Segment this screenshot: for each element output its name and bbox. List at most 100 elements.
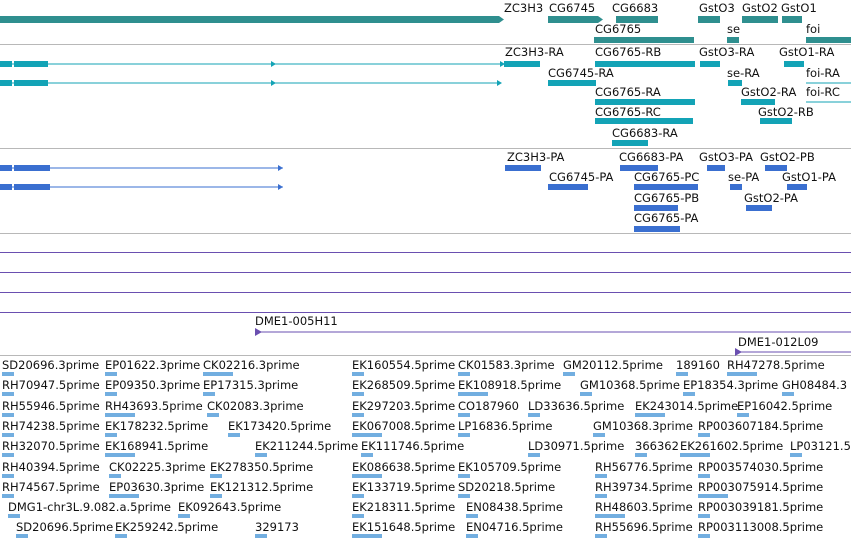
- transcript-label[interactable]: ZC3H3-RA: [505, 45, 564, 59]
- gene-label[interactable]: GstO1: [781, 1, 817, 15]
- est-feature[interactable]: [683, 392, 695, 396]
- est-feature[interactable]: [352, 474, 382, 478]
- translation-label[interactable]: GstO2-PA: [744, 191, 798, 205]
- est-label[interactable]: CK02083.3prime: [207, 399, 304, 413]
- est-label[interactable]: RH56776.5prime: [595, 460, 693, 474]
- translation-label[interactable]: GstO3-PA: [699, 150, 753, 164]
- est-feature[interactable]: [210, 494, 222, 498]
- est-label[interactable]: GM20112.5prime: [563, 358, 663, 372]
- est-label[interactable]: RH55696.5prime: [595, 520, 693, 534]
- est-label[interactable]: EP16042.5prime: [737, 399, 832, 413]
- gene-bar-se[interactable]: [727, 37, 739, 43]
- est-label[interactable]: RP003075914.5prime: [698, 480, 823, 494]
- est-feature[interactable]: [210, 474, 222, 478]
- est-label[interactable]: SD20696.3prime: [2, 358, 99, 372]
- est-label[interactable]: EP18354.3prime: [683, 378, 778, 392]
- est-label[interactable]: EP03630.3prime: [109, 480, 204, 494]
- est-label[interactable]: EK168941.5prime: [105, 439, 208, 453]
- est-feature[interactable]: [105, 433, 117, 437]
- est-label[interactable]: EK218311.5prime: [352, 500, 455, 514]
- est-label[interactable]: RH40394.5prime: [2, 460, 100, 474]
- est-feature[interactable]: [595, 474, 607, 478]
- transcript-label[interactable]: se-RA: [727, 66, 760, 80]
- est-feature[interactable]: [528, 413, 540, 417]
- est-label[interactable]: CK02225.3prime: [109, 460, 206, 474]
- est-label[interactable]: RH74567.5prime: [2, 480, 100, 494]
- est-feature[interactable]: [352, 392, 364, 396]
- transcript-label[interactable]: CG6683-RA: [612, 126, 678, 140]
- est-feature[interactable]: [16, 534, 28, 538]
- est-label[interactable]: EK067008.5prime: [352, 419, 455, 433]
- est-label[interactable]: EK173420.5prime: [228, 419, 331, 433]
- est-feature[interactable]: [203, 372, 233, 376]
- est-feature[interactable]: [593, 433, 605, 437]
- transcript-label[interactable]: foi-RA: [806, 66, 840, 80]
- gene-label[interactable]: CG6745: [549, 1, 595, 15]
- est-feature[interactable]: [255, 453, 267, 457]
- est-label[interactable]: SD20218.5prime: [458, 480, 555, 494]
- est-label[interactable]: EK268509.5prime: [352, 378, 455, 392]
- est-label[interactable]: EK133719.5prime: [352, 480, 455, 494]
- est-label[interactable]: GM10368.5prime: [580, 378, 680, 392]
- est-label[interactable]: EK278350.5prime: [210, 460, 313, 474]
- transcript-label[interactable]: CG6745-RA: [548, 66, 614, 80]
- est-feature[interactable]: [255, 534, 267, 538]
- transcript-label[interactable]: GstO2-RA: [741, 85, 796, 99]
- gene-bar-cg6745[interactable]: [548, 16, 598, 23]
- est-label[interactable]: RP003607184.5prime: [698, 419, 823, 433]
- est-label[interactable]: EN04716.5prime: [466, 520, 563, 534]
- est-label[interactable]: EN08438.5prime: [466, 500, 563, 514]
- est-feature[interactable]: [698, 433, 710, 437]
- est-label[interactable]: EK108918.5prime: [458, 378, 561, 392]
- est-label[interactable]: RH70947.5prime: [2, 378, 100, 392]
- est-feature[interactable]: [676, 372, 688, 376]
- gene-bar-cg6765[interactable]: [594, 37, 694, 43]
- transcript-label[interactable]: foi-RC: [806, 85, 840, 99]
- est-feature[interactable]: [109, 474, 121, 478]
- gene-label[interactable]: CG6683: [612, 1, 658, 15]
- est-label[interactable]: LD30971.5prime: [528, 439, 624, 453]
- est-label[interactable]: RH47278.5prime: [727, 358, 825, 372]
- est-label[interactable]: EP17315.3prime: [203, 378, 298, 392]
- est-feature[interactable]: [458, 474, 470, 478]
- est-label[interactable]: EK297203.5prime: [352, 399, 455, 413]
- est-feature[interactable]: [2, 392, 14, 396]
- est-label[interactable]: RH74238.5prime: [2, 419, 100, 433]
- est-label[interactable]: RH39734.5prime: [595, 480, 693, 494]
- est-feature[interactable]: [352, 372, 364, 376]
- est-label[interactable]: CO187960: [458, 399, 519, 413]
- est-label[interactable]: EK261602.5prime: [680, 439, 783, 453]
- est-feature[interactable]: [528, 453, 540, 457]
- est-feature[interactable]: [207, 413, 219, 417]
- gene-bar-zc3h3[interactable]: [0, 16, 499, 23]
- est-feature[interactable]: [105, 453, 135, 457]
- est-feature[interactable]: [2, 413, 14, 417]
- est-label[interactable]: EK105709.5prime: [458, 460, 561, 474]
- est-feature[interactable]: [680, 453, 710, 457]
- est-label[interactable]: 189160: [676, 358, 720, 372]
- gene-label[interactable]: foi: [806, 22, 820, 36]
- est-feature[interactable]: [727, 372, 757, 376]
- est-feature[interactable]: [2, 433, 14, 437]
- translation-label[interactable]: CG6765-PC: [634, 170, 699, 184]
- est-feature[interactable]: [595, 494, 607, 498]
- est-feature[interactable]: [228, 433, 240, 437]
- gene-label[interactable]: se: [727, 22, 740, 36]
- est-feature[interactable]: [8, 514, 20, 518]
- est-label[interactable]: EK243014.5prime: [635, 399, 738, 413]
- est-feature[interactable]: [635, 453, 647, 457]
- est-feature[interactable]: [458, 392, 488, 396]
- translation-label[interactable]: CG6745-PA: [549, 170, 614, 184]
- est-feature[interactable]: [2, 372, 14, 376]
- est-label[interactable]: RP003113008.5prime: [698, 520, 823, 534]
- est-label[interactable]: 329173: [255, 520, 299, 534]
- est-label[interactable]: CK02216.3prime: [203, 358, 300, 372]
- transcript-label[interactable]: GstO1-RA: [779, 45, 834, 59]
- est-label[interactable]: EK092643.5prime: [178, 500, 281, 514]
- est-label[interactable]: DMG1-chr3L.9.082.a.5prime: [8, 500, 171, 514]
- gene-label[interactable]: GstO3: [699, 1, 735, 15]
- gene-label[interactable]: GstO2: [742, 1, 778, 15]
- translation-label[interactable]: CG6765-PB: [634, 191, 699, 205]
- est-feature[interactable]: [595, 514, 625, 518]
- est-label[interactable]: EK160554.5prime: [352, 358, 455, 372]
